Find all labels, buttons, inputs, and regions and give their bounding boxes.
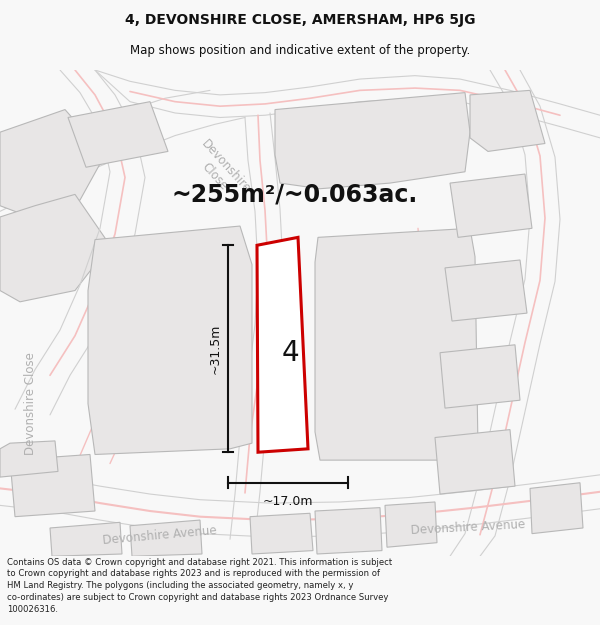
Text: Devonshire Avenue: Devonshire Avenue (103, 524, 218, 548)
Polygon shape (0, 109, 105, 217)
Polygon shape (445, 260, 527, 321)
Polygon shape (470, 91, 545, 151)
Polygon shape (10, 454, 95, 517)
Text: Devonshire Avenue: Devonshire Avenue (410, 519, 526, 538)
Text: ~17.0m: ~17.0m (263, 496, 313, 509)
Polygon shape (68, 102, 168, 168)
Polygon shape (0, 441, 58, 477)
Polygon shape (0, 194, 110, 302)
Polygon shape (50, 522, 122, 556)
Text: Devonshire Close: Devonshire Close (23, 352, 37, 455)
Text: Map shows position and indicative extent of the property.: Map shows position and indicative extent… (130, 44, 470, 58)
Polygon shape (250, 513, 313, 554)
Text: 4: 4 (281, 339, 299, 367)
Text: Devonshire
Close: Devonshire Close (187, 138, 253, 206)
Polygon shape (315, 508, 382, 554)
Polygon shape (257, 238, 308, 452)
Polygon shape (385, 502, 437, 548)
Text: 4, DEVONSHIRE CLOSE, AMERSHAM, HP6 5JG: 4, DEVONSHIRE CLOSE, AMERSHAM, HP6 5JG (125, 12, 475, 27)
Polygon shape (530, 482, 583, 534)
Polygon shape (275, 92, 470, 189)
Text: ~31.5m: ~31.5m (209, 324, 221, 374)
Text: Contains OS data © Crown copyright and database right 2021. This information is : Contains OS data © Crown copyright and d… (7, 558, 392, 614)
Polygon shape (130, 520, 202, 556)
Polygon shape (435, 429, 515, 494)
Text: ~255m²/~0.063ac.: ~255m²/~0.063ac. (172, 182, 418, 206)
Polygon shape (440, 345, 520, 408)
Polygon shape (450, 174, 532, 238)
Polygon shape (88, 226, 252, 454)
Polygon shape (315, 228, 478, 460)
